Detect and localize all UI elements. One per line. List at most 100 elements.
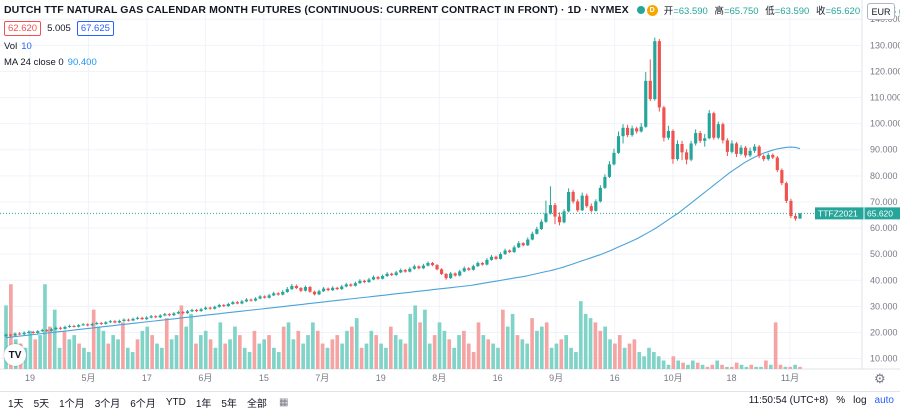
volume-bar [150, 335, 154, 369]
candle-body [176, 312, 180, 314]
market-status[interactable]: D [636, 4, 658, 16]
y-axis-label: 80.000 [870, 171, 898, 181]
candle-body [108, 321, 112, 323]
buy-price-button[interactable]: 67.625 [76, 21, 114, 36]
range-5d-button[interactable]: 5天 [33, 398, 50, 410]
volume-bar [715, 360, 720, 369]
sell-price-button[interactable]: 62.620 [4, 21, 42, 36]
candle-body [294, 285, 298, 289]
candle-body [349, 284, 353, 286]
candle-body [190, 310, 194, 312]
candle-body [698, 133, 702, 141]
candle-body [639, 126, 643, 132]
range-1y-button[interactable]: 1年 [195, 398, 212, 410]
candle-body [512, 247, 516, 253]
gear-icon[interactable]: ⚙ [874, 371, 886, 386]
volume-bar [67, 339, 72, 369]
volume-bar [656, 356, 661, 369]
volume-bar [754, 366, 758, 369]
volume-bar [43, 284, 47, 369]
candle-body [213, 306, 217, 309]
candle-body [594, 201, 598, 211]
range-all-button[interactable]: 全部 [246, 398, 267, 410]
symbol-title[interactable]: DUTCH TTF NATURAL GAS CALENDAR MONTH FUT… [4, 4, 629, 16]
range-ytd-button[interactable]: YTD [165, 396, 186, 408]
volume-bar [28, 330, 33, 369]
candle-body [539, 221, 543, 230]
volume-bar [228, 339, 232, 369]
candle-body [104, 322, 108, 324]
volume-bar [540, 326, 544, 369]
volume-bar [452, 347, 456, 369]
volume-bar [296, 330, 301, 369]
candle-body [353, 283, 357, 286]
range-1d-button[interactable]: 1天 [8, 398, 24, 410]
volume-bar [91, 309, 96, 369]
candle-body [380, 276, 385, 279]
candle-body [498, 254, 503, 259]
range-5y-button[interactable]: 5年 [221, 398, 237, 410]
volume-bar [306, 335, 310, 369]
candle-body [739, 147, 743, 154]
volume-bar [525, 343, 530, 369]
candle-body [322, 288, 326, 292]
candle-body [716, 124, 720, 138]
candle-body [117, 320, 122, 323]
volume-bar [617, 335, 622, 369]
auto-toggle[interactable]: auto [874, 395, 894, 406]
volume-bar [38, 335, 42, 369]
volume-bar [242, 347, 247, 369]
volume-bar [535, 330, 539, 369]
volume-legend[interactable]: Vol 10 [4, 41, 32, 52]
percent-toggle[interactable]: % [836, 395, 846, 406]
ma-legend[interactable]: MA 24 close 0 90.400 [4, 57, 97, 68]
candle-body [571, 192, 575, 202]
candle-body [185, 311, 190, 314]
calendar-icon[interactable]: ▦ [278, 396, 289, 408]
candle-body [689, 143, 693, 160]
volume-bar [213, 347, 218, 369]
candle-body [312, 291, 317, 295]
volume-bar [116, 339, 120, 369]
volume-bar [652, 352, 656, 369]
y-axis-label: 30.000 [870, 301, 898, 311]
range-1m-button[interactable]: 1个月 [59, 398, 85, 410]
volume-bar [398, 339, 403, 369]
candle-body [394, 272, 398, 276]
volume-bar [759, 366, 763, 369]
candle-body [471, 266, 475, 270]
tradingview-logo-icon[interactable]: TV [4, 344, 26, 366]
volume-bar [72, 335, 77, 369]
volume-bar [57, 347, 62, 369]
currency-button[interactable]: EUR [867, 3, 895, 20]
volume-bar [549, 347, 554, 369]
candle-body [684, 152, 689, 160]
candle-body [113, 321, 117, 323]
candle-body [635, 128, 639, 132]
candle-body [167, 314, 171, 316]
candle-body [467, 268, 471, 270]
volume-bar [350, 326, 354, 369]
ohlc-values: 开=63.590 高=65.750 低=63.590 收=65.620 +0.7… [664, 3, 900, 17]
volume-bar [48, 326, 52, 369]
volume-bar [160, 347, 164, 369]
low-label: 低 [765, 6, 775, 17]
volume-bar [778, 364, 783, 369]
y-axis-label: 120.000 [870, 66, 900, 76]
candle-body [317, 291, 321, 295]
log-toggle[interactable]: log [853, 395, 867, 406]
volume-bar [442, 330, 447, 369]
range-6m-button[interactable]: 6个月 [130, 398, 156, 410]
candle-body [426, 263, 430, 266]
x-axis-label: 9月 [549, 373, 563, 383]
volume-bar [583, 313, 588, 369]
clock-display[interactable]: 11:50:54 (UTC+8) [748, 395, 829, 406]
x-axis-label: 11月 [781, 373, 799, 383]
candle-body [780, 170, 784, 184]
volume-bar [773, 322, 778, 369]
range-3m-button[interactable]: 3个月 [94, 398, 121, 410]
price-chart[interactable]: 140.000130.000120.000110.000100.00090.00… [0, 0, 900, 391]
candle-body [707, 113, 711, 139]
candle-body [666, 130, 671, 138]
candle-body [694, 133, 698, 144]
